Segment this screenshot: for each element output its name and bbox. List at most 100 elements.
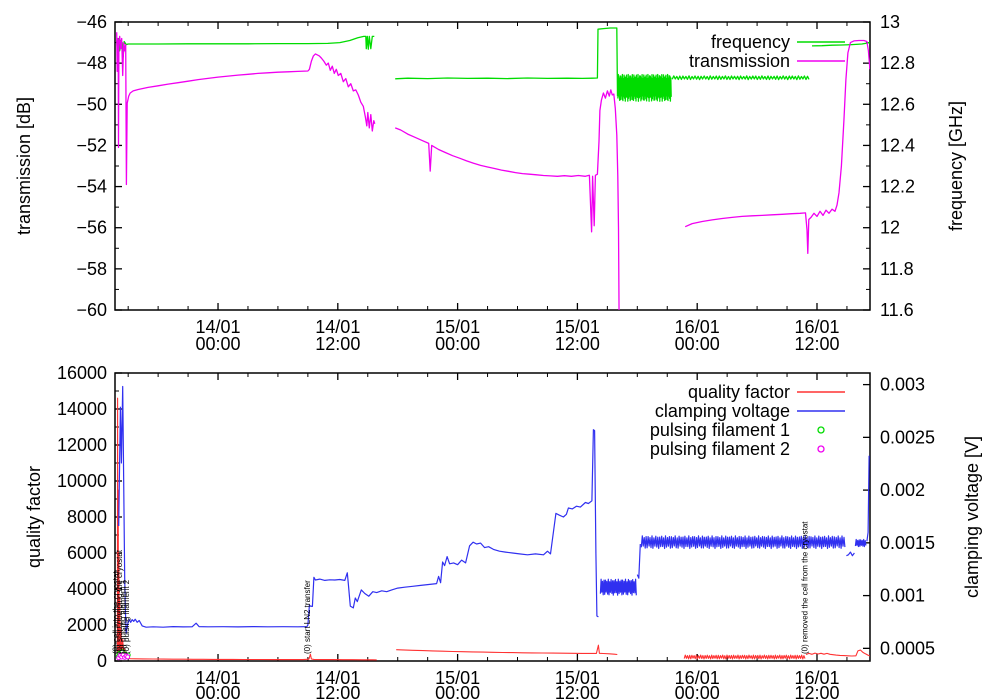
series-frequency <box>671 75 810 81</box>
legend-point-sample <box>817 445 825 453</box>
x-tick-label-time: 12:00 <box>555 334 600 354</box>
x-tick-label-time: 00:00 <box>675 683 720 700</box>
legend-label: clamping voltage <box>655 401 790 421</box>
y1-tick-label: −52 <box>76 135 107 155</box>
x-tick-label-date: 16/01 <box>675 668 720 688</box>
legend-label: frequency <box>711 32 790 52</box>
y1-tick-label: 4000 <box>67 579 107 599</box>
y2-axis-title: frequency [GHz] <box>946 101 966 231</box>
series-pulsing-filament-2-point <box>125 654 131 660</box>
x-tick-label-time: 00:00 <box>435 334 480 354</box>
legend-point-sample <box>817 426 825 434</box>
x-tick-label-time: 12:00 <box>555 683 600 700</box>
y2-tick-label: 12.4 <box>880 135 915 155</box>
x-tick-label-time: 12:00 <box>315 683 360 700</box>
y2-tick-label: 0.0015 <box>880 533 935 553</box>
y1-axis-title: transmission [dB] <box>14 97 34 235</box>
x-tick-label-date: 14/01 <box>195 317 240 337</box>
y1-tick-label: −54 <box>76 177 107 197</box>
y1-tick-label: 8000 <box>67 507 107 527</box>
y2-tick-label: 0.0025 <box>880 427 935 447</box>
series-frequency <box>116 35 375 58</box>
annotation: (0) pulsing filament 1 <box>119 579 128 654</box>
x-tick-label-date: 14/01 <box>315 317 360 337</box>
series-clamping-voltage <box>636 543 641 579</box>
y1-tick-label: −46 <box>76 12 107 32</box>
x-tick-label-date: 16/01 <box>794 317 839 337</box>
series-group <box>116 27 870 310</box>
series-clamping-voltage <box>866 455 870 542</box>
series-group <box>115 385 870 661</box>
x-tick-label-time: 12:00 <box>315 334 360 354</box>
legend-label: pulsing filament 1 <box>650 420 790 440</box>
y1-tick-label: −60 <box>76 300 107 320</box>
y2-tick-label: 0.003 <box>880 375 925 395</box>
annotation: (0) start LN2 transfer <box>303 580 312 654</box>
x-tick-label-time: 00:00 <box>675 334 720 354</box>
series-frequency <box>395 27 619 97</box>
y2-tick-label: 12.2 <box>880 177 915 197</box>
series-quality-factor <box>683 654 806 660</box>
y1-tick-label: −56 <box>76 218 107 238</box>
y2-tick-label: 11.8 <box>880 259 914 279</box>
series-quality-factor <box>396 644 618 656</box>
annotation: (0) cell into the cryostat <box>111 571 120 654</box>
y2-tick-label: 12.8 <box>880 53 915 73</box>
x-tick-label-date: 14/01 <box>195 668 240 688</box>
series-transmission <box>394 89 620 310</box>
y1-tick-label: −48 <box>76 53 107 73</box>
y1-tick-label: 14000 <box>57 399 107 419</box>
legend-label: transmission <box>689 51 790 71</box>
y1-tick-label: −50 <box>76 94 107 114</box>
series-quality-factor <box>116 397 377 661</box>
y1-tick-label: 10000 <box>57 471 107 491</box>
annotation: (0) pulsing filament 2 <box>122 579 131 654</box>
series-clamping-voltage <box>599 578 637 596</box>
series-transmission <box>684 39 870 255</box>
x-tick-label-date: 15/01 <box>435 317 480 337</box>
x-tick-label-date: 16/01 <box>794 668 839 688</box>
panel-quality-clamping-panel: 14/0100:0014/0112:0015/0100:0015/0112:00… <box>24 363 982 700</box>
x-tick-label-time: 12:00 <box>794 683 839 700</box>
series-clamping-voltage <box>854 538 867 548</box>
y1-tick-label: 16000 <box>57 363 107 383</box>
series-frequency <box>617 73 672 102</box>
y2-tick-label: 0.002 <box>880 480 925 500</box>
y2-tick-label: 12.6 <box>880 94 915 114</box>
y2-tick-label: 13 <box>880 12 900 32</box>
legend-label: pulsing filament 2 <box>650 439 790 459</box>
x-tick-label-date: 15/01 <box>435 668 480 688</box>
y1-tick-label: 2000 <box>67 615 107 635</box>
series-transmission <box>116 32 376 186</box>
y1-tick-label: −58 <box>76 259 107 279</box>
x-tick-label-date: 15/01 <box>555 317 600 337</box>
x-tick-label-time: 12:00 <box>794 334 839 354</box>
series-clamping-voltage <box>846 551 855 557</box>
y1-tick-label: 0 <box>97 651 107 671</box>
x-tick-label-date: 14/01 <box>315 668 360 688</box>
annotation: (0) removed the cell from the cryostat <box>801 521 810 654</box>
x-tick-label-time: 00:00 <box>195 683 240 700</box>
x-tick-label-date: 16/01 <box>675 317 720 337</box>
series-frequency <box>811 41 870 47</box>
y2-axis-title: clamping voltage [V] <box>962 436 982 598</box>
panel-transmission-frequency-panel: 14/0100:0014/0112:0015/0100:0015/0112:00… <box>14 12 966 354</box>
x-tick-label-time: 00:00 <box>435 683 480 700</box>
y1-tick-label: 6000 <box>67 543 107 563</box>
y1-tick-label: 12000 <box>57 435 107 455</box>
y2-tick-label: 11.6 <box>880 300 914 320</box>
x-tick-label-time: 00:00 <box>195 334 240 354</box>
series-clamping-voltage <box>118 385 599 634</box>
y2-tick-label: 0.0005 <box>880 638 935 658</box>
y1-axis-title: quality factor <box>24 466 44 568</box>
y2-tick-label: 0.001 <box>880 586 925 606</box>
series-quality-factor <box>805 649 870 657</box>
x-tick-label-date: 15/01 <box>555 668 600 688</box>
y2-tick-label: 12 <box>880 218 900 238</box>
legend-label: quality factor <box>688 382 790 402</box>
series-clamping-voltage <box>640 535 846 550</box>
